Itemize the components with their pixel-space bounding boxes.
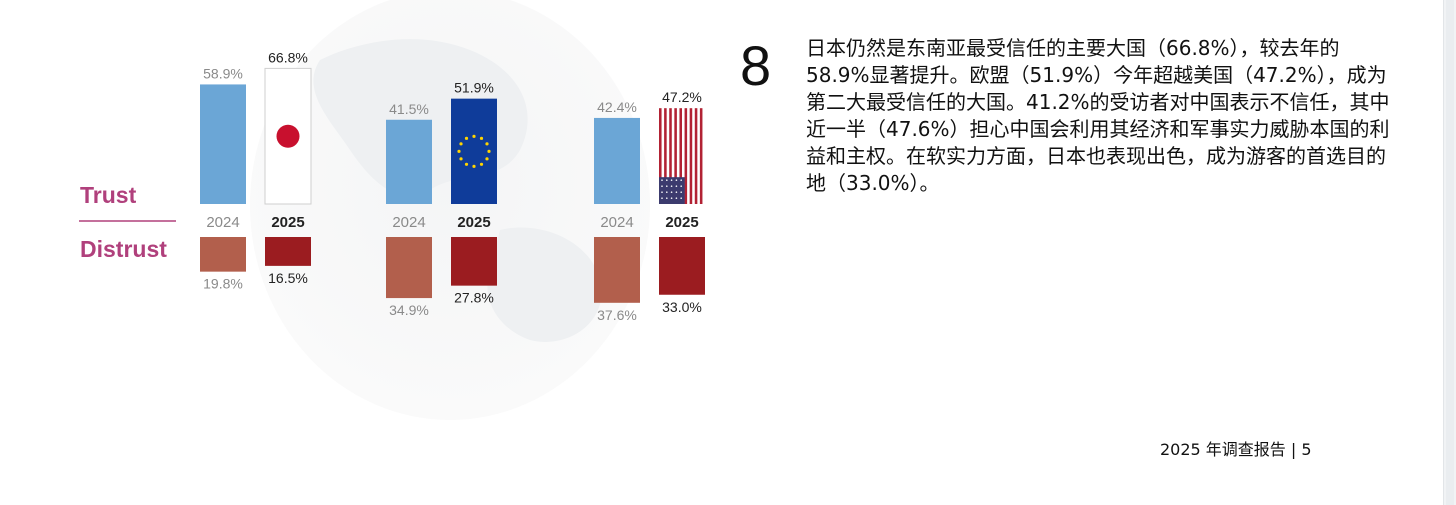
us-flag [659, 108, 705, 204]
distrust-bar-2024 [594, 237, 640, 303]
distrust-label-2024: 34.9% [389, 302, 429, 318]
trust-bar-2024 [594, 117, 640, 204]
year-label-2025: 2025 [457, 214, 490, 231]
legend-distrust: Distrust [80, 236, 167, 262]
distrust-label-2025: 16.5% [268, 270, 308, 286]
trust-label-2025: 66.8% [268, 49, 308, 65]
year-label-2024: 2024 [600, 214, 633, 231]
distrust-bar-2025 [659, 237, 705, 295]
legend-trust: Trust [80, 182, 137, 208]
distrust-label-2024: 37.6% [597, 307, 637, 323]
finding-number: 8 [740, 34, 772, 97]
japan-flag [264, 67, 312, 205]
scrollbar[interactable] [1443, 0, 1456, 505]
trust-distrust-chart: Trust Distrust 58.9% 66.8% 2024 2025 19.8% 16… [79, 49, 705, 323]
year-label-2025: 2025 [665, 214, 698, 231]
distrust-bar-2025 [265, 237, 311, 266]
trust-label-2024: 58.9% [203, 65, 243, 81]
trust-bar-2024 [386, 119, 432, 204]
distrust-bar-2024 [200, 237, 246, 272]
distrust-label-2025: 27.8% [454, 290, 494, 306]
year-label-2024: 2024 [206, 214, 239, 231]
trust-bar-2024 [200, 84, 246, 204]
year-label-2024: 2024 [392, 214, 425, 231]
trust-label-2024: 41.5% [389, 101, 429, 117]
trust-label-2025: 47.2% [662, 89, 702, 105]
distrust-label-2025: 33.0% [662, 299, 702, 315]
trust-label-2025: 51.9% [454, 80, 494, 96]
distrust-bar-2024 [386, 237, 432, 299]
distrust-label-2024: 19.8% [203, 276, 243, 292]
eu-flag [451, 98, 497, 204]
scrollbar-thumb[interactable] [1446, 0, 1454, 505]
finding-text: 日本仍然是东南亚最受信任的主要大国（66.8%），较去年的 58.9%显著提升。… [806, 36, 1390, 195]
distrust-bar-2025 [451, 237, 497, 286]
year-label-2025: 2025 [271, 214, 304, 231]
trust-label-2024: 42.4% [597, 99, 637, 115]
page-footer: 2025 年调查报告 | 5 [1160, 440, 1312, 459]
